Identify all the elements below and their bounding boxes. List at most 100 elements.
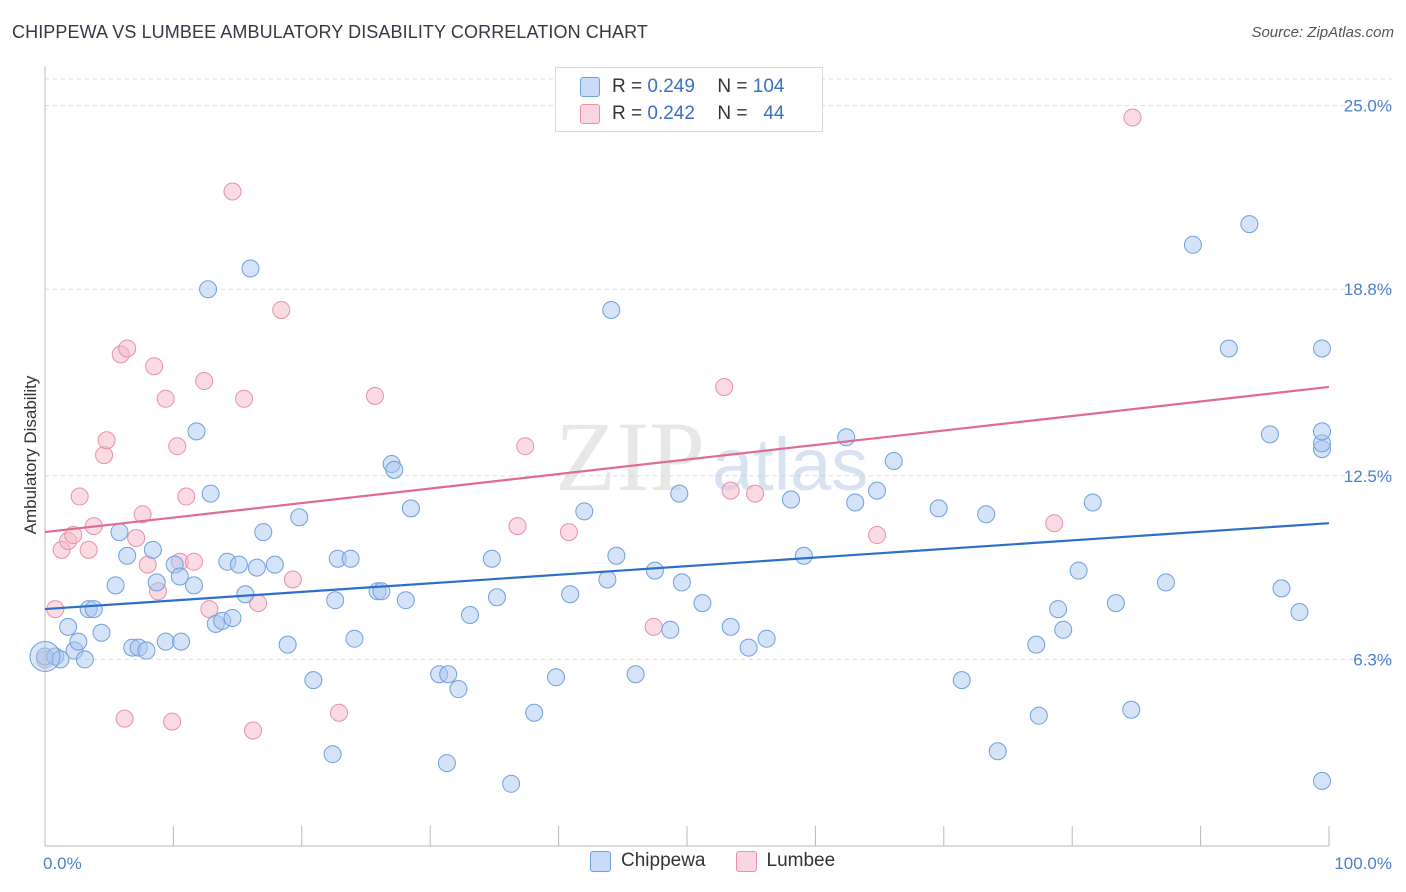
chippewa-point (172, 632, 191, 651)
chippewa-point (156, 632, 175, 651)
chippewa-point (278, 635, 297, 654)
chippewa-point (1183, 235, 1202, 254)
chippewa-point (1272, 579, 1291, 598)
chippewa-point (721, 617, 740, 636)
chippewa-point (607, 546, 626, 565)
chippewa-point (1122, 700, 1141, 719)
chippewa-point (739, 638, 758, 657)
chippewa-point (1083, 493, 1102, 512)
legend-label-lumbee: Lumbee (766, 850, 836, 871)
lumbee-point (70, 487, 89, 506)
x-tick-label: 0.0% (43, 854, 82, 873)
chippewa-point (461, 606, 480, 624)
stats-legend: R = 0.249 N = 104 R = 0.242 N = 44 (555, 67, 823, 132)
chippewa-point (645, 561, 664, 580)
axes (44, 66, 1330, 847)
chippewa-point (187, 422, 206, 441)
chippewa-point (1313, 771, 1331, 790)
chippewa-point (401, 499, 420, 518)
chippewa-point (487, 588, 506, 607)
chippewa-point (693, 594, 712, 613)
legend-row-lumbee: R = 0.242 N = 44 (580, 99, 784, 129)
legend-item-lumbee[interactable]: Lumbee (735, 850, 836, 872)
chippewa-point (977, 505, 996, 524)
lumbee-point (868, 526, 887, 545)
lumbee-point (1123, 108, 1142, 127)
chippewa-point (341, 549, 360, 568)
chippewa-point (449, 680, 468, 699)
lumbee-point (746, 484, 765, 503)
chippewa-point (952, 671, 971, 690)
n-label: N = (717, 103, 748, 124)
chippewa-point (547, 668, 566, 687)
chippewa-point (59, 617, 78, 636)
lumbee-point (516, 437, 535, 456)
r-value: 0.249 (647, 76, 695, 97)
chippewa-point (241, 259, 260, 278)
lumbee-point (244, 721, 263, 740)
lumbee-point (145, 357, 164, 376)
chippewa-point (757, 629, 776, 648)
chippewa-point (1219, 339, 1238, 358)
chippewa-point (1049, 600, 1068, 619)
chippewa-point (84, 600, 103, 619)
chippewa-point (1156, 573, 1175, 592)
chippewa-swatch (590, 850, 611, 872)
lumbee-point (133, 505, 152, 524)
chippewa-point (326, 591, 345, 610)
legend-item-chippewa[interactable]: Chippewa (590, 850, 706, 872)
chippewa-point (782, 490, 801, 509)
chippewa-point (988, 742, 1007, 761)
lumbee-point (156, 389, 175, 408)
chippewa-point (1106, 594, 1125, 613)
chippewa-point (110, 523, 129, 542)
chippewa-point (170, 567, 189, 586)
chippewa-point (201, 484, 220, 503)
chippewa-point (1260, 425, 1279, 444)
chippewa-point (147, 573, 166, 592)
chippewa-point (143, 540, 162, 559)
lumbee-swatch (735, 850, 757, 872)
y-axis-title: Ambulatory Disability (21, 375, 40, 534)
chippewa-point (794, 546, 813, 565)
lumbee-point (95, 446, 114, 465)
chippewa-point (846, 493, 865, 512)
chippewa-point (247, 558, 266, 577)
chippewa-point (929, 499, 948, 518)
chippewa-point (602, 300, 621, 319)
chippewa-point (385, 460, 404, 479)
chippewa-point (1313, 422, 1331, 441)
chippewa-point (1029, 706, 1048, 725)
lumbee-point (163, 712, 182, 731)
y-tick-label: 18.8% (1344, 280, 1392, 299)
chippewa-point (1054, 620, 1073, 639)
lumbee-point (64, 526, 83, 545)
lumbee-point (559, 523, 578, 542)
chippewa-point (396, 591, 415, 610)
chippewa-point (229, 555, 248, 574)
x-tick-label: 100.0% (1334, 854, 1392, 873)
chippewa-point (304, 671, 323, 690)
lumbee-point (118, 339, 137, 358)
lumbee-point (223, 182, 242, 201)
lumbee-point (177, 487, 196, 506)
chippewa-trend-line (44, 522, 1330, 611)
chippewa-point (290, 508, 309, 527)
chippewa-point (575, 502, 594, 521)
lumbee-point (283, 570, 302, 589)
lumbee-point (97, 431, 116, 450)
chippewa-point (482, 549, 501, 568)
chippewa-point (69, 632, 88, 651)
chippewa-point (223, 608, 242, 627)
lumbee-point (184, 552, 203, 571)
chippewa-point (1290, 603, 1309, 622)
chippewa-point (1313, 339, 1331, 358)
tick-labels: 6.3% 12.5% 18.8% 25.0% 0.0% 100.0% (43, 97, 1392, 873)
lumbee-point (508, 517, 527, 536)
chippewa-point (502, 774, 521, 793)
chippewa-point (199, 280, 218, 299)
chippewa-point (118, 546, 137, 565)
lumbee-point (272, 300, 291, 319)
chippewa-point-large (29, 640, 61, 672)
